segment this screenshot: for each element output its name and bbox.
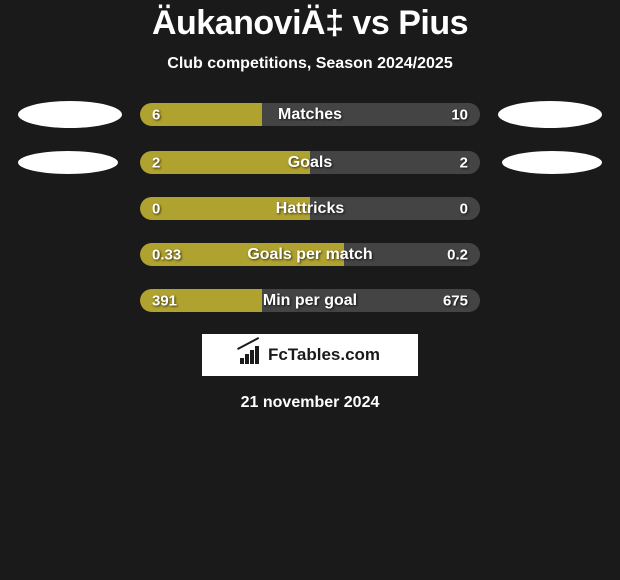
player-right-marker-wrap	[480, 101, 610, 128]
player-right-marker-wrap	[480, 151, 610, 174]
stat-row-min-per-goal: 391 Min per goal 675	[0, 289, 620, 312]
logo-text: FcTables.com	[268, 345, 380, 365]
stat-label: Goals	[288, 154, 332, 172]
page-title: ÄukanoviÄ‡ vs Pius	[152, 4, 468, 43]
stat-label: Matches	[278, 106, 342, 124]
player-right-marker	[498, 101, 602, 128]
bar-left-fill	[140, 151, 310, 174]
stat-right-value: 2	[460, 154, 468, 171]
player-left-marker-wrap	[10, 151, 140, 174]
stat-row-goals-per-match: 0.33 Goals per match 0.2	[0, 243, 620, 266]
player-right-marker	[502, 151, 602, 174]
stat-right-value: 675	[443, 292, 468, 309]
player-left-marker	[18, 101, 122, 128]
stat-right-value: 10	[451, 106, 468, 123]
bar-right-fill	[310, 151, 480, 174]
stat-row-hattricks: 0 Hattricks 0	[0, 197, 620, 220]
stat-label: Min per goal	[263, 292, 357, 310]
stat-left-value: 0	[152, 200, 160, 217]
stat-bar: 0 Hattricks 0	[140, 197, 480, 220]
footer-date: 21 november 2024	[241, 394, 380, 412]
stat-left-value: 2	[152, 154, 160, 171]
stat-rows: 6 Matches 10 2 Goals 2	[0, 101, 620, 312]
stat-label: Hattricks	[276, 200, 344, 218]
stat-row-matches: 6 Matches 10	[0, 101, 620, 128]
stat-bar: 6 Matches 10	[140, 103, 480, 126]
stat-bar: 2 Goals 2	[140, 151, 480, 174]
logo-box: FcTables.com	[202, 334, 418, 376]
stat-bar: 0.33 Goals per match 0.2	[140, 243, 480, 266]
stat-right-value: 0.2	[447, 246, 468, 263]
logo-chart-icon	[240, 346, 262, 364]
stat-row-goals: 2 Goals 2	[0, 151, 620, 174]
stat-left-value: 0.33	[152, 246, 181, 263]
player-left-marker	[18, 151, 118, 174]
stat-left-value: 6	[152, 106, 160, 123]
stat-right-value: 0	[460, 200, 468, 217]
stat-left-value: 391	[152, 292, 177, 309]
comparison-container: ÄukanoviÄ‡ vs Pius Club competitions, Se…	[0, 0, 620, 412]
stat-bar: 391 Min per goal 675	[140, 289, 480, 312]
stat-label: Goals per match	[247, 246, 372, 264]
page-subtitle: Club competitions, Season 2024/2025	[167, 55, 452, 73]
player-left-marker-wrap	[10, 101, 140, 128]
